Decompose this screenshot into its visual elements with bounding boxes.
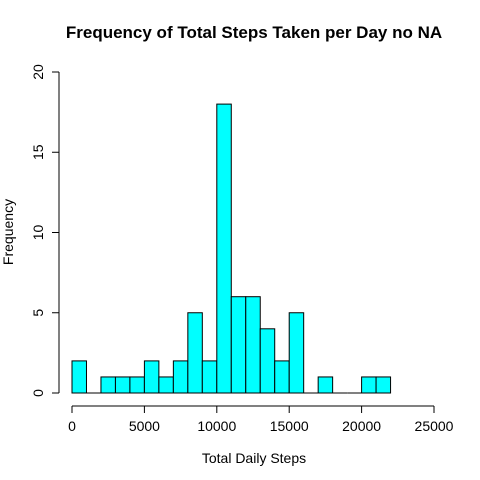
histogram-bar (216, 103, 232, 394)
x-axis-label: Total Daily Steps (202, 450, 306, 466)
histogram-bar (230, 296, 247, 394)
histogram-bar (288, 312, 305, 394)
histogram-bar (143, 360, 160, 394)
histogram-bar (259, 328, 276, 394)
y-axis: 0 5 10 15 20 (30, 64, 60, 397)
y-tick-label: 0 (30, 389, 46, 397)
histogram-bar (114, 376, 131, 394)
y-tick-label: 5 (30, 309, 46, 317)
y-tick-label: 20 (30, 64, 46, 80)
histogram-bar (172, 360, 189, 394)
histogram-bar (187, 312, 203, 394)
x-tick-label: 20000 (342, 418, 381, 434)
y-tick-label: 15 (30, 144, 46, 160)
histogram-bar (274, 360, 290, 394)
x-tick-label: 15000 (270, 418, 309, 434)
y-axis-label: Frequency (0, 199, 16, 265)
histogram-bar (129, 376, 145, 394)
histogram-bar (71, 360, 87, 394)
histogram-bar (158, 376, 174, 394)
histogram-bar (245, 296, 261, 394)
histogram-bar (317, 376, 334, 394)
x-axis: 0 5000 10000 15000 20000 25000 (68, 405, 454, 434)
x-tick-label: 10000 (197, 418, 236, 434)
x-tick-label: 5000 (129, 418, 160, 434)
x-tick-label: 0 (68, 418, 76, 434)
x-tick-label: 25000 (415, 418, 454, 434)
histogram-bars (71, 103, 392, 394)
histogram-bar (361, 376, 377, 394)
y-tick-label: 10 (30, 225, 46, 241)
histogram-bar (201, 360, 218, 394)
histogram-bar (375, 376, 392, 394)
histogram-bar (100, 376, 116, 394)
chart-title: Frequency of Total Steps Taken per Day n… (66, 23, 442, 42)
